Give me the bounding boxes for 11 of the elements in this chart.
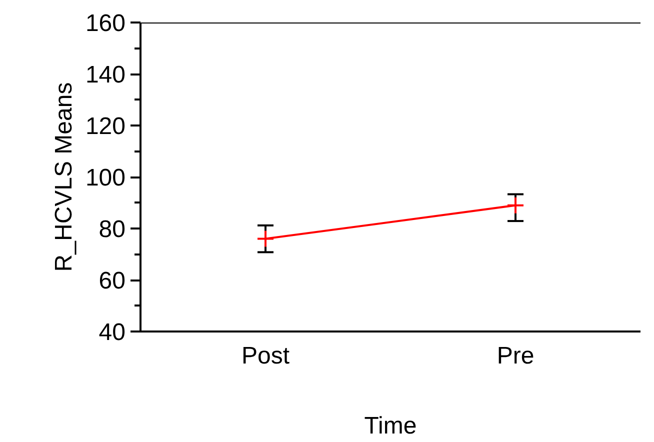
y-tick-label: 40 <box>98 319 126 346</box>
y-tick-label: 120 <box>85 113 126 140</box>
y-tick-label: 100 <box>85 164 126 192</box>
y-tick-label: 60 <box>98 268 126 294</box>
x-tick-label: Pre <box>496 342 534 370</box>
y-axis-title: R_HCVLS Means <box>50 82 78 272</box>
x-axis-title: Time <box>364 412 417 440</box>
y-tick-label: 140 <box>85 62 126 88</box>
y-tick-label: 80 <box>98 216 126 243</box>
x-tick-label: Post <box>241 342 290 370</box>
y-tick-label: 160 <box>85 10 126 37</box>
